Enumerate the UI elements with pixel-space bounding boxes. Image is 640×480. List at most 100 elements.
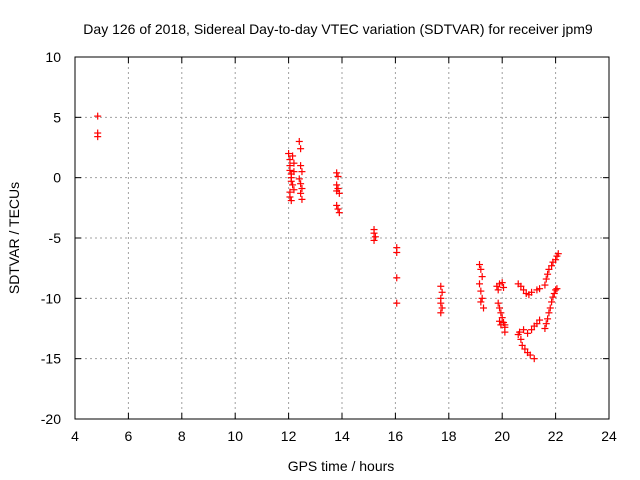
data-point: [494, 299, 502, 307]
data-point: [285, 150, 293, 158]
data-point: [94, 133, 102, 141]
data-point: [477, 298, 485, 306]
data-point: [393, 274, 401, 282]
y-tick-label: 10: [45, 49, 61, 65]
data-point: [533, 320, 541, 328]
data-point: [286, 193, 294, 201]
data-point: [541, 281, 549, 289]
data-point: [370, 229, 378, 237]
y-tick-label: -20: [41, 411, 61, 427]
data-point: [297, 189, 305, 197]
data-point: [393, 248, 401, 256]
axis-ticks: 4 6 8 10 12 14 16 18 20 22 24 -20 -15 -10 -5 0 5 10: [41, 49, 617, 444]
data-point: [297, 180, 305, 188]
data-point: [516, 328, 524, 336]
data-point: [546, 304, 554, 312]
data-point: [297, 162, 305, 170]
data-point: [290, 186, 298, 194]
data-point: [542, 320, 550, 328]
data-point: [438, 304, 446, 312]
data-point: [496, 304, 504, 312]
data-point: [544, 315, 552, 323]
data-point: [526, 351, 534, 359]
data-point: [334, 172, 342, 180]
data-point: [552, 256, 560, 264]
y-tick-label: -5: [49, 230, 62, 246]
data-points: [94, 112, 562, 363]
data-point: [437, 282, 445, 290]
data-point: [298, 168, 306, 176]
data-point: [517, 282, 525, 290]
data-point: [333, 201, 341, 209]
data-point: [545, 265, 553, 273]
x-tick-label: 20: [494, 428, 510, 444]
data-point: [289, 181, 297, 189]
data-point: [476, 261, 484, 269]
data-point: [477, 265, 485, 273]
y-axis-label: SDTVAR / TECUs: [6, 182, 22, 294]
x-tick-label: 6: [125, 428, 133, 444]
data-point: [287, 197, 295, 205]
data-point: [335, 209, 343, 217]
data-point: [335, 189, 343, 197]
data-point: [476, 280, 484, 288]
data-point: [287, 177, 295, 185]
data-point: [478, 294, 486, 302]
data-point: [298, 195, 306, 203]
data-point: [528, 326, 536, 334]
data-point: [438, 288, 446, 296]
data-point: [477, 287, 485, 295]
data-point: [528, 288, 536, 296]
data-point: [286, 156, 294, 164]
data-point: [498, 314, 506, 322]
data-point: [545, 309, 553, 317]
x-tick-label: 14: [334, 428, 350, 444]
data-point: [295, 137, 303, 145]
data-point: [520, 286, 528, 294]
chart-title: Day 126 of 2018, Sidereal Day-to-day VTE…: [83, 21, 593, 37]
data-point: [518, 341, 526, 349]
x-tick-label: 24: [601, 428, 617, 444]
data-point: [371, 233, 379, 241]
data-point: [544, 270, 552, 278]
x-tick-label: 8: [178, 428, 186, 444]
data-point: [524, 329, 532, 337]
data-point: [552, 286, 560, 294]
data-point: [553, 285, 561, 293]
x-tick-label: 22: [548, 428, 564, 444]
data-point: [297, 145, 305, 153]
data-point: [550, 290, 558, 298]
x-tick-label: 16: [388, 428, 404, 444]
data-point: [536, 285, 544, 293]
data-point: [497, 309, 505, 317]
grid-lines: [75, 57, 609, 419]
data-point: [549, 293, 557, 301]
data-point: [334, 205, 342, 213]
data-point: [541, 325, 549, 332]
data-point: [286, 166, 294, 174]
data-point: [530, 355, 538, 363]
data-point: [554, 250, 562, 258]
data-point: [521, 345, 529, 353]
y-tick-label: -15: [41, 351, 61, 367]
x-tick-label: 12: [281, 428, 297, 444]
data-point: [496, 317, 504, 325]
y-tick-label: 0: [53, 170, 61, 186]
data-point: [548, 298, 556, 306]
data-point: [333, 181, 341, 189]
data-point: [494, 286, 502, 294]
data-point: [517, 335, 525, 343]
data-point: [290, 159, 298, 167]
data-point: [536, 316, 544, 324]
data-point: [501, 328, 509, 336]
data-point: [290, 168, 298, 176]
data-point: [289, 152, 297, 160]
data-point: [298, 185, 306, 193]
y-tick-label: -10: [41, 290, 61, 306]
data-point: [498, 279, 506, 287]
x-tick-label: 18: [441, 428, 457, 444]
data-point: [548, 262, 556, 270]
x-tick-label: 4: [71, 428, 79, 444]
data-point: [478, 273, 486, 281]
